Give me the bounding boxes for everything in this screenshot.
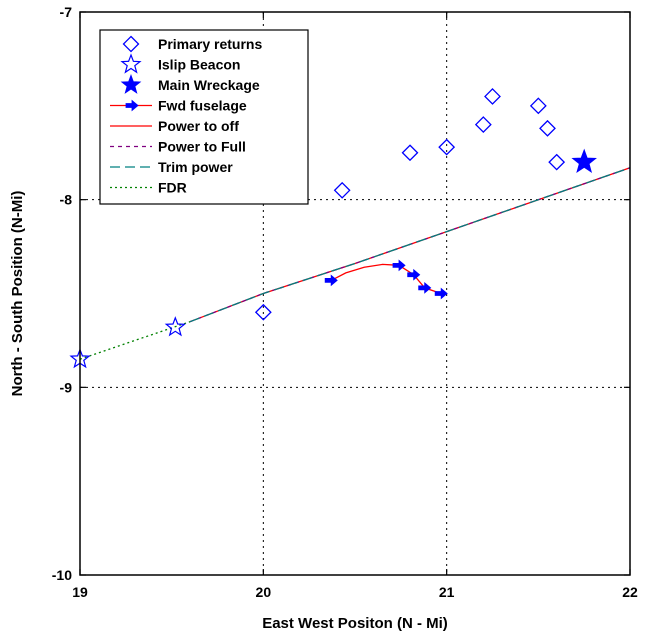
legend-label-trim-power: Trim power — [158, 159, 233, 175]
legend-label-islip-beacon: Islip Beacon — [158, 57, 240, 73]
point-primary-returns — [474, 116, 492, 134]
point-fwd-fuselage — [434, 287, 448, 300]
y-tick-label: -9 — [60, 379, 73, 395]
series-line-fdr — [79, 321, 191, 360]
legend-swatch-fwd-fuselage — [125, 99, 139, 112]
legend-swatch-main-wreckage — [120, 74, 142, 94]
axis-ticks: 19 20 21 22 -7 -8 -9 -10 — [52, 4, 638, 600]
point-primary-returns — [539, 119, 556, 137]
point-primary-returns — [401, 144, 419, 162]
legend-label-fdr: FDR — [158, 180, 187, 196]
point-fwd-fuselage — [407, 268, 421, 281]
point-islip-beacon — [164, 316, 187, 337]
point-primary-returns — [484, 88, 501, 105]
x-axis-label: East West Positon (N - Mi) — [262, 615, 448, 632]
legend-swatch-primary-returns — [122, 35, 140, 53]
legend-swatch-islip-beacon — [120, 53, 142, 74]
point-primary-returns — [529, 97, 547, 115]
plot-area-frame — [79, 11, 631, 576]
point-fwd-fuselage — [392, 259, 406, 272]
legend-label-primary-returns: Primary returns — [158, 36, 262, 52]
y-tick-label: -10 — [52, 567, 72, 583]
legend-label-main-wreckage: Main Wreckage — [158, 77, 260, 93]
y-axis-label: North - South Position (N-Mi) — [9, 191, 26, 397]
point-fwd-fuselage — [418, 282, 432, 294]
legend: Primary returns Islip Beacon Main Wreckage… — [99, 29, 309, 205]
legend-label-fwd-fuselage: Fwd fuselage — [158, 98, 247, 114]
series-markers — [69, 88, 597, 369]
y-tick-label: -8 — [60, 192, 73, 208]
y-tick-label: -7 — [60, 4, 73, 20]
x-tick-label: 19 — [72, 584, 88, 600]
x-tick-label: 22 — [622, 584, 638, 600]
point-primary-returns — [438, 138, 456, 156]
x-tick-label: 20 — [256, 584, 272, 600]
series-line-trim-power — [189, 167, 631, 323]
point-main-wreckage — [571, 148, 597, 173]
point-fwd-fuselage — [324, 274, 338, 287]
point-primary-returns — [254, 303, 272, 321]
legend-label-power-to-off: Power to off — [158, 118, 239, 134]
point-primary-returns — [333, 181, 351, 199]
point-primary-returns — [548, 153, 566, 171]
legend-label-power-to-full: Power to Full — [158, 139, 246, 155]
x-tick-label: 21 — [439, 584, 455, 600]
legend-box — [99, 29, 309, 205]
